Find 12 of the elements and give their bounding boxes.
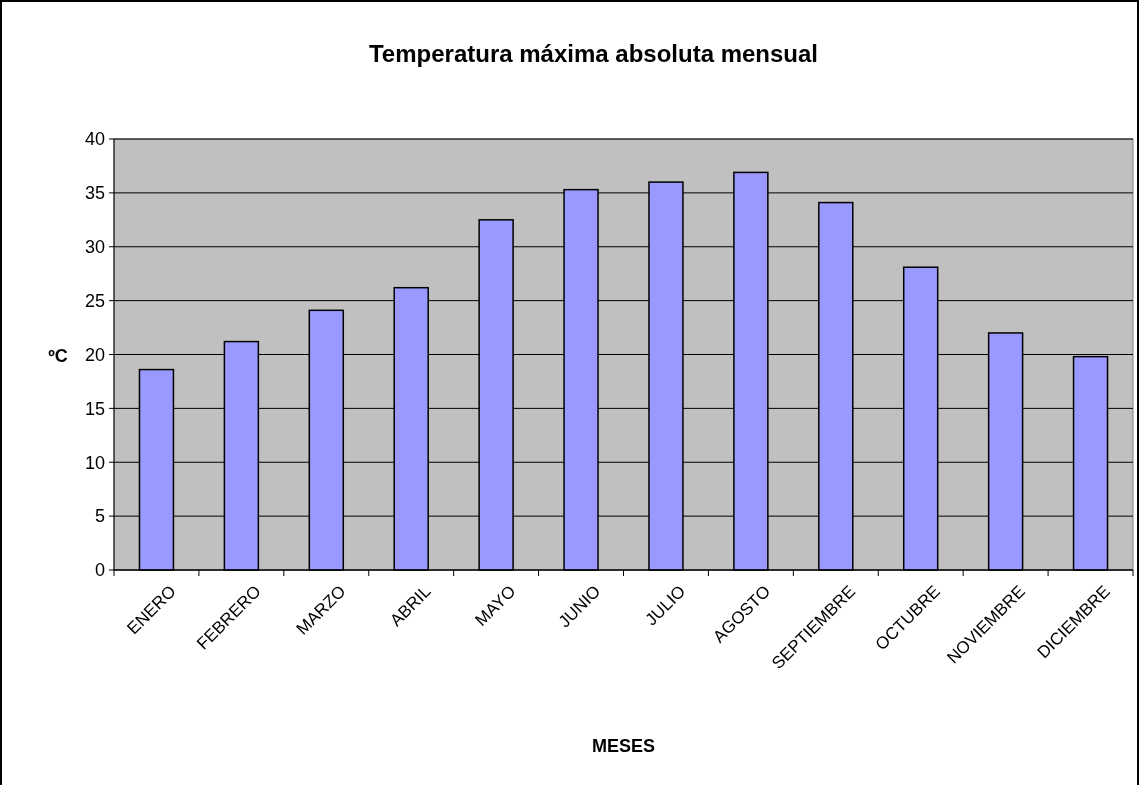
y-tick-label: 0 [94,560,105,581]
y-tick-label: 20 [84,344,105,365]
y-axis-title: ºC [48,346,68,366]
y-tick-label: 25 [84,290,105,311]
y-tick-label: 35 [84,183,105,204]
y-tick-label: 10 [84,452,105,473]
y-tick-label: 30 [84,237,105,258]
y-tick-label: 5 [94,506,105,527]
y-tick-label: 40 [84,129,105,150]
x-axis-title: MESES [591,736,656,756]
y-tick-label: 15 [84,398,105,419]
chart-title: Temperatura máxima absoluta mensual [368,40,819,67]
